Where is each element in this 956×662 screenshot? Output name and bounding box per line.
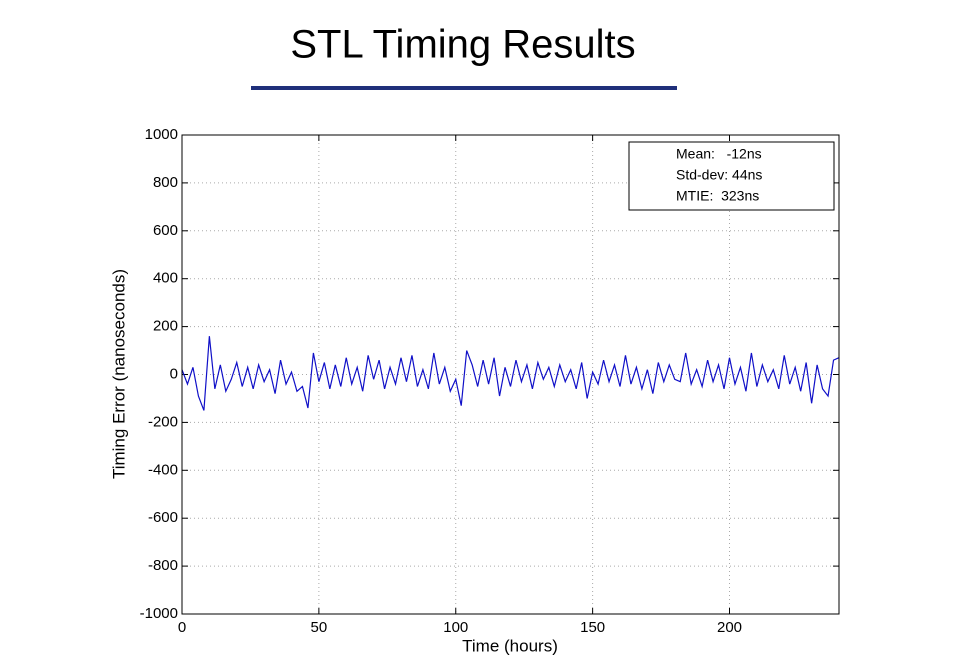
plot-frame <box>181 134 840 615</box>
legend-text: Std-dev: 44ns <box>676 167 762 183</box>
y-axis-label: Timing Error (nanoseconds) <box>109 269 128 479</box>
legend-text: MTIE: 323ns <box>676 188 759 204</box>
x-tick-label: 50 <box>311 619 328 636</box>
x-tick-label: 100 <box>443 619 468 636</box>
x-axis-label: Time (hours) <box>462 636 558 655</box>
y-tick-label: -1000 <box>140 605 178 622</box>
y-tick-label: -400 <box>148 461 178 478</box>
y-tick-label: 1000 <box>145 126 178 143</box>
x-tick-label: 150 <box>580 619 605 636</box>
legend-text: Mean: -12ns <box>676 146 762 162</box>
y-tick-label: 200 <box>153 318 178 335</box>
data-line <box>181 336 840 411</box>
y-tick-label: 400 <box>153 270 178 287</box>
y-tick-label: -200 <box>148 413 178 430</box>
slide-title: STL Timing Results <box>290 23 635 67</box>
title-underline <box>251 86 677 90</box>
y-tick-label: -800 <box>148 557 178 574</box>
legend-box <box>628 141 835 211</box>
y-tick-label: -600 <box>148 509 178 526</box>
x-tick-label: 0 <box>178 619 186 636</box>
y-tick-label: 600 <box>153 222 178 239</box>
x-tick-label: 200 <box>717 619 742 636</box>
y-tick-label: 0 <box>170 365 178 382</box>
y-tick-label: 800 <box>153 174 178 191</box>
